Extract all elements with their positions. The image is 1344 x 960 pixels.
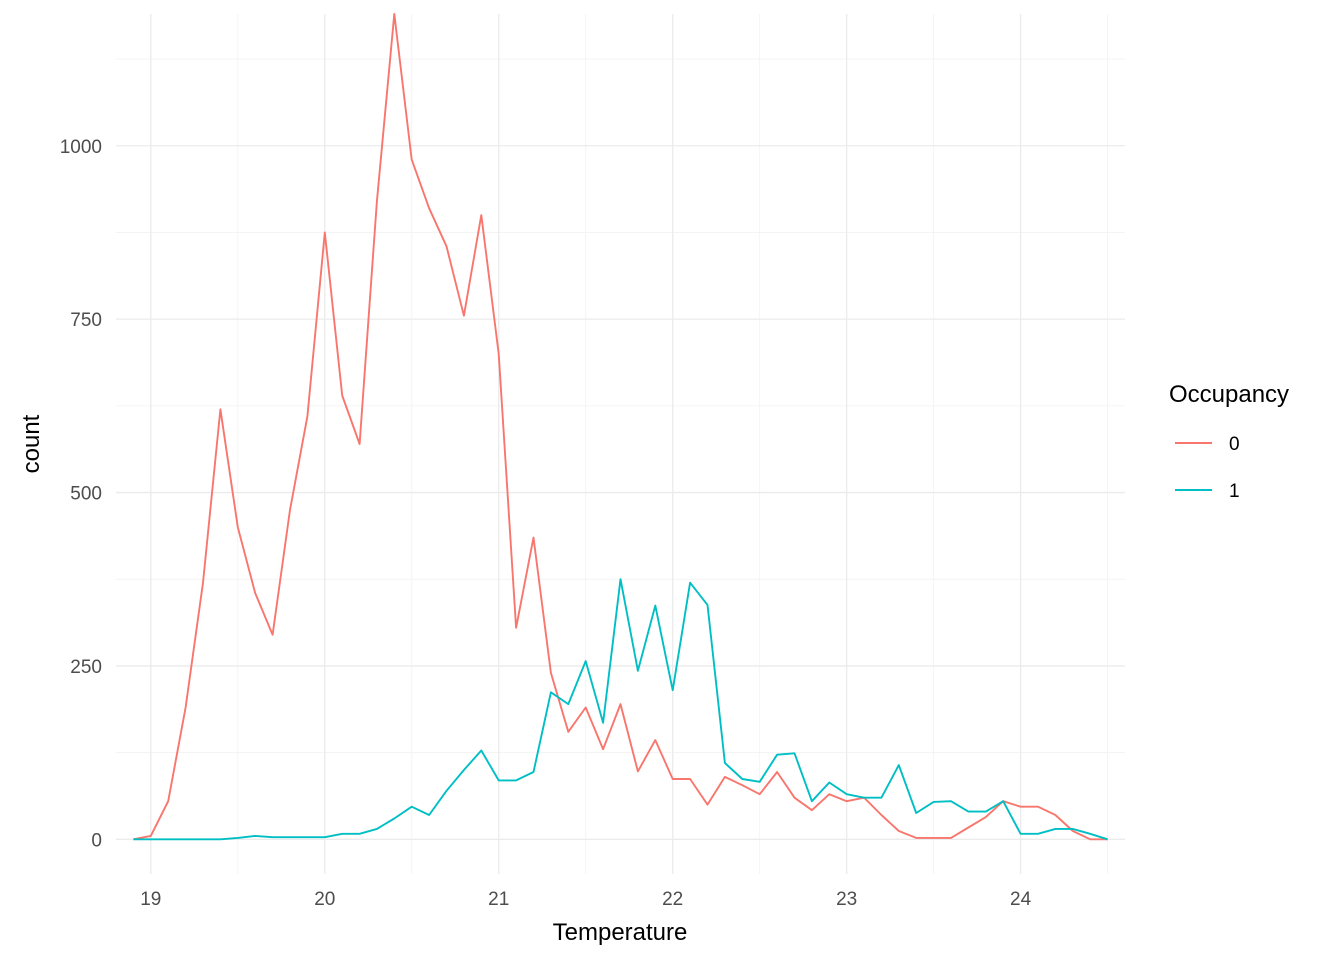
x-tick-label: 23: [836, 889, 857, 910]
y-axis-title: count: [18, 414, 45, 473]
legend: Occupancy 01: [1169, 381, 1289, 502]
x-tick-label: 21: [488, 889, 509, 910]
legend-item-0: 0: [1175, 434, 1240, 455]
x-axis-title: Temperature: [553, 919, 688, 946]
series-lines: [133, 13, 1108, 841]
legend-items: 01: [1175, 434, 1240, 502]
y-tick-label: 500: [70, 484, 102, 505]
major-gridlines: [116, 14, 1125, 874]
minor-gridlines: [116, 14, 1125, 874]
y-tick-label: 250: [70, 657, 102, 678]
x-tick-label: 20: [314, 889, 335, 910]
x-axis-ticks: 19 20 21 22 23 24: [140, 889, 1031, 910]
y-tick-label: 1000: [60, 137, 102, 158]
y-axis-ticks: 0 250 500 750 1000: [60, 137, 102, 852]
series-line-0: [133, 13, 1108, 841]
legend-title: Occupancy: [1169, 381, 1289, 408]
y-tick-label: 0: [91, 830, 102, 851]
series-line-1: [133, 578, 1108, 841]
x-tick-label: 22: [662, 889, 683, 910]
y-tick-label: 750: [70, 310, 102, 331]
x-tick-label: 19: [140, 889, 161, 910]
x-tick-label: 24: [1010, 889, 1032, 910]
legend-label-0: 0: [1229, 434, 1240, 455]
legend-label-1: 1: [1229, 481, 1240, 502]
legend-item-1: 1: [1175, 481, 1240, 502]
